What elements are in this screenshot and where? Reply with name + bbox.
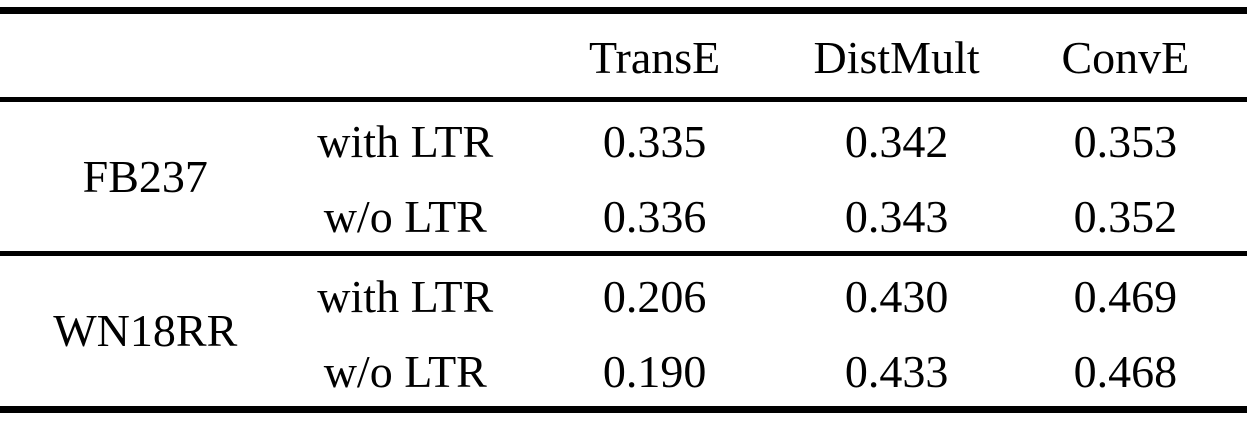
condition-label: with LTR bbox=[317, 270, 494, 322]
header-cell-transe: TransE bbox=[589, 31, 721, 83]
metric-value: 0.433 bbox=[844, 345, 949, 397]
header-cell-conve: ConvE bbox=[1061, 31, 1190, 83]
metric-value: 0.335 bbox=[602, 116, 707, 168]
table-row: WN18RR with LTR 0.206 0.430 0.469 bbox=[0, 254, 1247, 353]
metric-value: 0.352 bbox=[1073, 190, 1178, 242]
group-fb237: FB237 with LTR 0.335 0.342 0.353 w/o LTR… bbox=[0, 100, 1247, 254]
header-cell-distmult: DistMult bbox=[813, 31, 980, 83]
metric-value: 0.342 bbox=[844, 116, 949, 168]
results-table: TransE DistMult ConvE FB237 with LTR 0.3… bbox=[0, 7, 1247, 413]
metric-value: 0.353 bbox=[1073, 116, 1178, 168]
dataset-label-fb237: FB237 bbox=[82, 150, 208, 202]
metric-value: 0.343 bbox=[844, 190, 949, 242]
metric-value: 0.190 bbox=[602, 345, 707, 397]
metric-value: 0.206 bbox=[602, 270, 707, 322]
table-header: TransE DistMult ConvE bbox=[0, 11, 1247, 100]
header-cell-empty-dataset bbox=[0, 11, 291, 100]
condition-label: with LTR bbox=[317, 116, 494, 168]
metric-value: 0.336 bbox=[602, 190, 707, 242]
paper-results-table-container: TransE DistMult ConvE FB237 with LTR 0.3… bbox=[0, 7, 1247, 413]
table-row: w/o LTR 0.190 0.433 0.468 bbox=[0, 332, 1247, 410]
metric-value: 0.430 bbox=[844, 270, 949, 322]
header-cell-empty-condition bbox=[291, 11, 520, 100]
header-row: TransE DistMult ConvE bbox=[0, 11, 1247, 100]
metric-value: 0.468 bbox=[1073, 345, 1178, 397]
dataset-label-wn18rr: WN18RR bbox=[53, 305, 238, 356]
condition-label: w/o LTR bbox=[323, 345, 487, 397]
group-wn18rr: WN18RR with LTR 0.206 0.430 0.469 w/o LT… bbox=[0, 253, 1247, 410]
metric-value: 0.469 bbox=[1073, 270, 1178, 322]
table-row: FB237 with LTR 0.335 0.342 0.353 bbox=[0, 100, 1247, 199]
table-row: w/o LTR 0.336 0.343 0.352 bbox=[0, 177, 1247, 254]
condition-label: w/o LTR bbox=[323, 190, 487, 242]
